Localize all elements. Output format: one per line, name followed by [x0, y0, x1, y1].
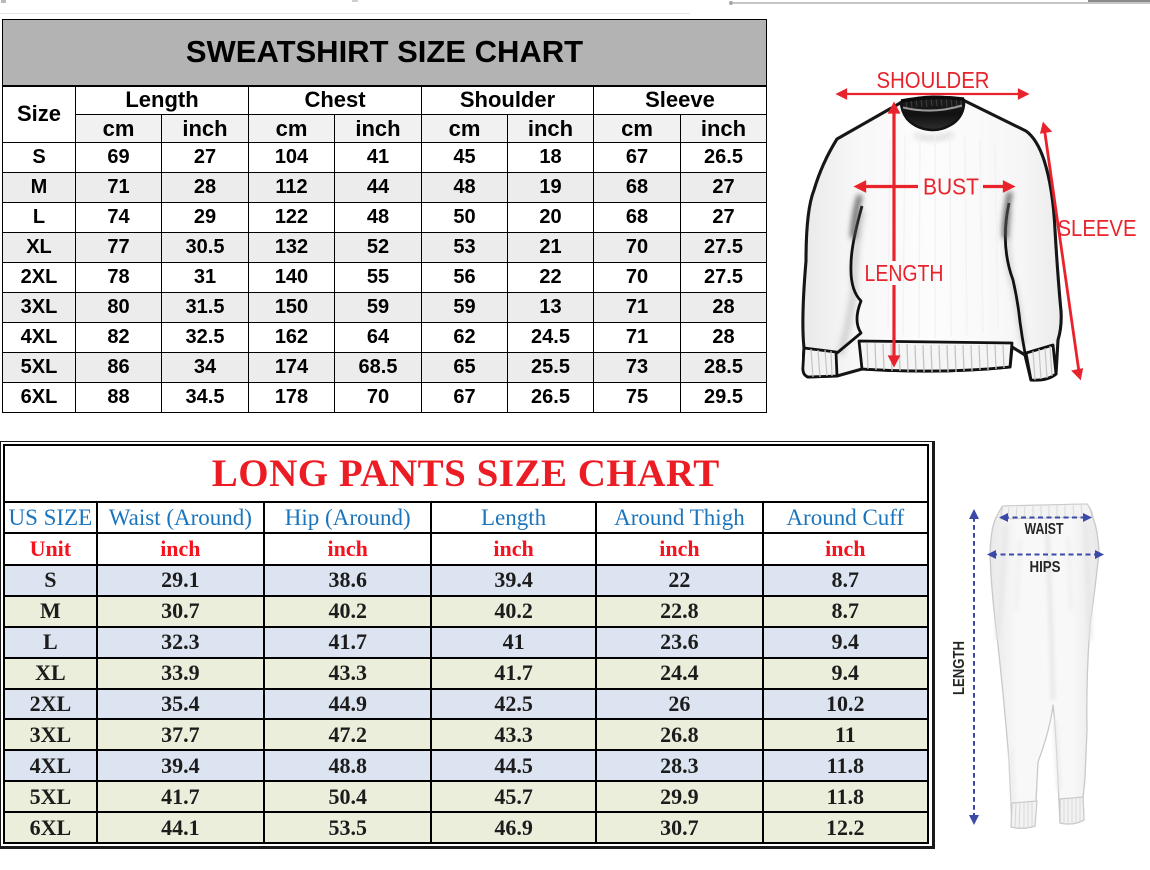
svg-text:BUST: BUST — [923, 174, 979, 200]
svg-text:LENGTH: LENGTH — [865, 260, 944, 286]
svg-text:LENGTH: LENGTH — [951, 641, 968, 695]
svg-text:SLEEVE: SLEEVE — [1058, 215, 1137, 241]
svg-text:HIPS: HIPS — [1030, 559, 1061, 576]
svg-text:WAIST: WAIST — [1025, 521, 1064, 538]
svg-text:SHOULDER: SHOULDER — [877, 67, 990, 93]
